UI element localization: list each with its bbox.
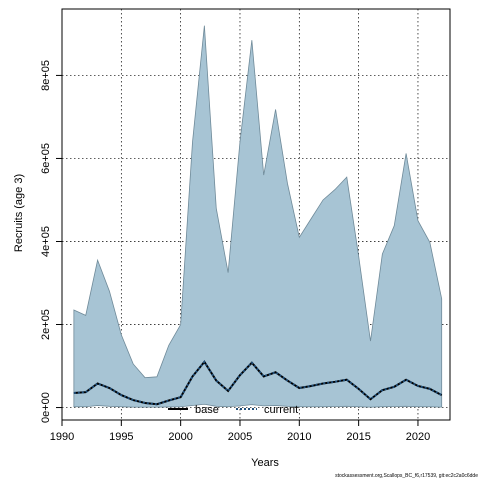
y-tick-label: 0e+00 bbox=[40, 392, 52, 423]
series-line-current bbox=[73, 360, 443, 406]
legend-current-label: current bbox=[264, 404, 298, 416]
x-tick-label: 2010 bbox=[287, 431, 311, 443]
x-tick-label: 2005 bbox=[228, 431, 252, 443]
legend: base current bbox=[168, 404, 298, 416]
x-tick-label: 1995 bbox=[109, 431, 133, 443]
confidence-band bbox=[73, 25, 443, 408]
x-tick-label: 2000 bbox=[168, 431, 192, 443]
x-tick-label: 1990 bbox=[50, 431, 74, 443]
legend-base-label: base bbox=[195, 404, 219, 416]
x-axis: 1990 1995 2000 2005 2010 2015 2020 bbox=[50, 419, 430, 443]
y-tick-label: 2e+05 bbox=[40, 309, 52, 340]
y-axis: 0e+00 2e+05 4e+05 6e+05 8e+05 bbox=[40, 60, 62, 423]
footnote: stockassessment.org,Scallops_BC_f6,r1753… bbox=[335, 473, 478, 479]
x-axis-title: Years bbox=[251, 457, 279, 469]
recruitment-band bbox=[73, 25, 443, 408]
x-tick-label: 2015 bbox=[346, 431, 370, 443]
y-tick-label: 4e+05 bbox=[40, 226, 52, 257]
y-tick-label: 6e+05 bbox=[40, 143, 52, 174]
x-tick-label: 2020 bbox=[406, 431, 430, 443]
y-tick-label: 8e+05 bbox=[40, 60, 52, 91]
y-axis-title: Recruits (age 3) bbox=[13, 174, 25, 252]
series-lines bbox=[73, 360, 443, 406]
